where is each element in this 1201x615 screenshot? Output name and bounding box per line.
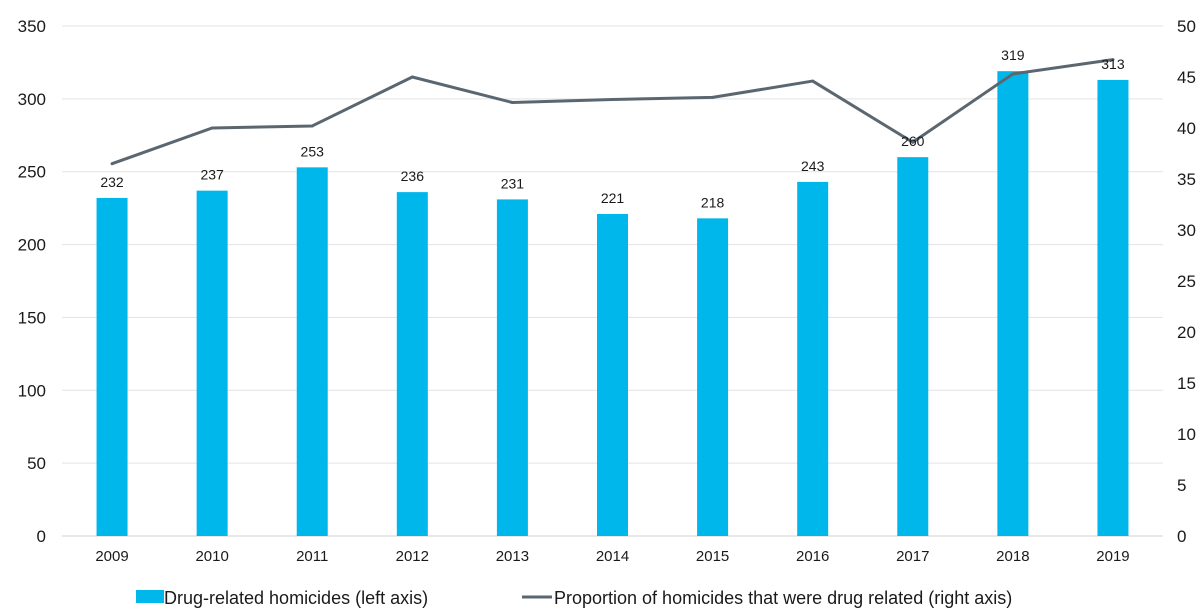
right-tick-label: 35: [1177, 170, 1196, 189]
line-point-2015: [711, 95, 715, 99]
line-series: [110, 58, 1115, 166]
x-axis: 2009 2010 2011 2012 2013 2014 2015 2016 2017 2018…: [95, 548, 1129, 565]
right-tick-label: 30: [1177, 221, 1196, 240]
legend-swatch-bar: [136, 590, 164, 603]
line-point-2018: [1011, 72, 1015, 76]
bar-2012: [396, 192, 428, 536]
data-label-2011: 253: [301, 143, 325, 159]
bar-2017: [897, 157, 929, 536]
data-label-2012: 236: [401, 168, 425, 184]
line-point-2013: [510, 101, 514, 104]
left-tick-label: 50: [27, 454, 46, 473]
line-point-2012: [410, 75, 414, 79]
left-tick-label: 350: [18, 17, 46, 36]
data-label-2009: 232: [100, 174, 124, 190]
left-tick-label: 100: [18, 381, 46, 400]
right-tick-label: 45: [1177, 68, 1196, 87]
data-label-2013: 231: [501, 175, 525, 191]
bar-2016: [797, 181, 829, 536]
line-point-2016: [811, 79, 815, 83]
x-tick-label: 2017: [896, 548, 929, 565]
line-point-2009: [110, 162, 114, 166]
bar-2013: [496, 199, 528, 536]
left-tick-label: 150: [18, 308, 46, 327]
x-tick-label: 2016: [796, 548, 829, 565]
data-label-2017: 260: [901, 133, 925, 149]
x-tick-label: 2018: [996, 548, 1029, 565]
x-tick-label: 2009: [95, 548, 128, 565]
x-tick-label: 2019: [1096, 548, 1129, 565]
left-tick-label: 300: [18, 90, 46, 109]
bar-2010: [196, 190, 228, 536]
x-tick-label: 2013: [496, 548, 529, 565]
legend-label-line: Proportion of homicides that were drug r…: [554, 588, 1012, 608]
right-tick-label: 0: [1177, 527, 1186, 546]
left-axis: 0 50 100 150 200 250 300 350: [18, 17, 46, 546]
data-label-2019: 313: [1101, 56, 1125, 72]
proportion-line: [111, 58, 1114, 166]
bar-2009: [96, 197, 128, 536]
x-tick-label: 2015: [696, 548, 729, 565]
data-label-2016: 243: [801, 158, 825, 174]
right-tick-label: 5: [1177, 476, 1186, 495]
right-tick-label: 10: [1177, 425, 1196, 444]
legend: Drug-related homicides (left axis) Propo…: [136, 588, 1012, 608]
x-tick-label: 2014: [596, 548, 629, 565]
data-label-2018: 319: [1001, 47, 1025, 63]
left-tick-label: 200: [18, 236, 46, 255]
data-labels: 232 237 253 236 231 221 218 243 260 319 313: [100, 47, 1124, 210]
right-tick-label: 15: [1177, 374, 1196, 393]
line-point-2014: [611, 97, 614, 101]
x-tick-label: 2011: [296, 548, 328, 565]
left-tick-label: 250: [18, 163, 46, 182]
x-tick-label: 2012: [396, 548, 429, 565]
right-tick-label: 25: [1177, 272, 1196, 291]
bar-2011: [296, 167, 328, 537]
right-tick-label: 20: [1177, 323, 1196, 342]
bar-2014: [597, 213, 628, 536]
x-tick-label: 2010: [195, 548, 228, 565]
line-point-2011: [310, 124, 314, 128]
line-point-2017: [911, 140, 915, 144]
right-tick-label: 40: [1177, 119, 1196, 138]
data-label-2014: 221: [601, 190, 625, 206]
left-tick-label: 0: [37, 527, 46, 546]
bar-series: [96, 71, 1129, 537]
legend-label-bar: Drug-related homicides (left axis): [164, 588, 428, 608]
right-axis: 0 5 10 15 20 25 30 35 40 45 50: [1177, 17, 1196, 546]
bar-2018: [997, 71, 1029, 537]
line-point-2019: [1111, 58, 1115, 62]
data-label-2015: 218: [701, 194, 725, 210]
data-label-2010: 237: [200, 167, 224, 183]
line-point-2010: [210, 126, 214, 130]
bar-2015: [697, 218, 729, 537]
right-tick-label: 50: [1177, 17, 1196, 36]
bar-2019: [1097, 79, 1129, 537]
